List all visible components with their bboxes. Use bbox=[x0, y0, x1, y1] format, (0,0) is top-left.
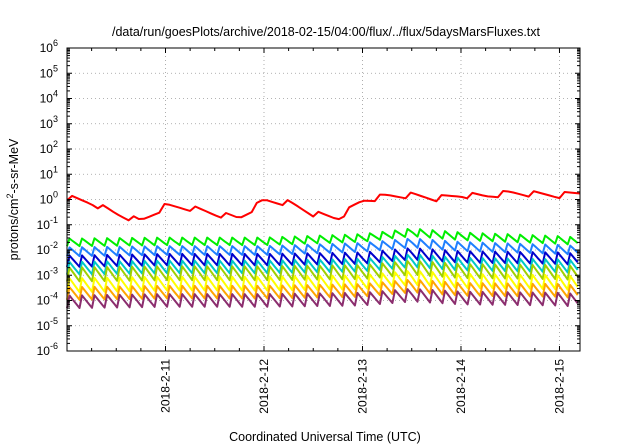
x-tick-label: 2018-2-14 bbox=[454, 359, 468, 414]
y-tick-label: 105 bbox=[40, 63, 58, 80]
y-tick-label: 10-3 bbox=[37, 265, 58, 282]
y-tick-label: 106 bbox=[40, 38, 58, 55]
y-tick-label: 10-1 bbox=[37, 215, 58, 232]
x-tick-label: 2018-2-11 bbox=[158, 359, 172, 413]
x-tick-label: 2018-2-13 bbox=[355, 359, 369, 414]
grid bbox=[67, 48, 580, 351]
series-line-6 bbox=[66, 270, 579, 293]
series-line-1 bbox=[66, 228, 579, 248]
y-axis-label: protons/cm2-s-sr-MeV bbox=[5, 138, 21, 260]
y-tick-label: 10-4 bbox=[37, 291, 58, 308]
y-tick-label: 102 bbox=[40, 139, 58, 156]
series-line-2 bbox=[66, 237, 579, 258]
y-tick-label: 10-2 bbox=[37, 240, 58, 257]
y-tick-label: 10-5 bbox=[37, 316, 58, 333]
y-tick-label: 100 bbox=[40, 190, 58, 207]
y-tick-label: 10-6 bbox=[37, 341, 58, 358]
y-tick-label: 103 bbox=[40, 114, 58, 131]
chart-title: /data/run/goesPlots/archive/2018-02-15/0… bbox=[112, 25, 541, 39]
axis-ticks: 106 105 104 103 102 101 100 10-1 10-2 10-3 10-4 10-… bbox=[37, 38, 580, 414]
series-group bbox=[66, 190, 581, 309]
series-line-7 bbox=[66, 279, 579, 301]
series-line-5 bbox=[66, 260, 579, 283]
x-tick-label: 2018-2-15 bbox=[552, 359, 566, 414]
x-tick-label: 2018-2-12 bbox=[257, 359, 271, 414]
series-line-3 bbox=[66, 247, 579, 268]
series-line-4 bbox=[66, 253, 579, 276]
x-axis-label: Coordinated Universal Time (UTC) bbox=[229, 430, 421, 444]
series-line-8 bbox=[66, 288, 579, 309]
series-line-0 bbox=[66, 190, 581, 222]
y-tick-label: 104 bbox=[40, 89, 58, 106]
y-tick-label: 101 bbox=[40, 164, 58, 181]
